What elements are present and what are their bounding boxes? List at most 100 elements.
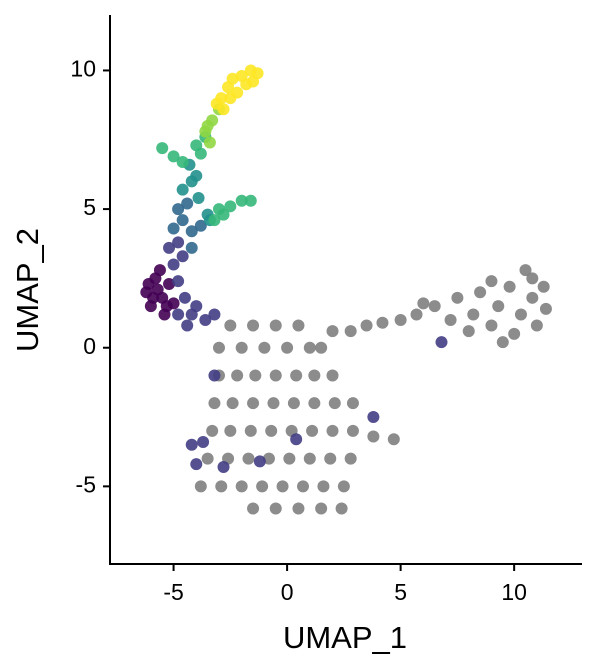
point [262, 452, 275, 465]
point [474, 286, 487, 299]
point [328, 397, 341, 410]
point [303, 452, 316, 465]
point [217, 208, 230, 221]
point [151, 283, 164, 296]
point [267, 397, 280, 410]
point [526, 291, 539, 304]
point [376, 316, 389, 329]
point [176, 183, 189, 196]
point [290, 369, 303, 382]
point [142, 277, 155, 290]
point [172, 236, 185, 249]
point [192, 192, 205, 204]
point [244, 194, 257, 207]
point [444, 314, 457, 326]
point [167, 258, 180, 271]
point [176, 214, 189, 227]
point [199, 314, 212, 326]
point [269, 369, 282, 382]
y-tick-label: 0 [83, 333, 96, 359]
point [212, 341, 225, 354]
point [210, 97, 223, 110]
point [387, 433, 400, 446]
point [190, 169, 203, 182]
point [201, 119, 214, 132]
point [296, 480, 309, 493]
point [530, 319, 543, 332]
point [217, 460, 230, 473]
point [360, 319, 373, 332]
point [344, 325, 357, 338]
point [367, 430, 380, 443]
point [514, 308, 527, 321]
point [287, 397, 300, 410]
point [160, 300, 173, 313]
point [253, 455, 266, 468]
x-tick-label: 10 [501, 579, 527, 605]
point [467, 308, 480, 321]
point [208, 397, 221, 410]
point [242, 452, 255, 465]
point [235, 194, 248, 207]
point [231, 369, 244, 382]
point [235, 341, 248, 354]
point [346, 397, 359, 410]
point [226, 72, 239, 85]
point [539, 302, 552, 315]
point [208, 369, 221, 382]
point [317, 480, 330, 493]
point [226, 397, 239, 410]
y-tick-label: 5 [83, 194, 96, 220]
x-tick-label: 0 [281, 579, 294, 605]
y-axis-title: UMAP_2 [10, 228, 45, 352]
point [462, 325, 475, 338]
point [428, 300, 441, 313]
point [201, 452, 214, 465]
point [526, 272, 539, 285]
point [290, 433, 303, 446]
point [485, 275, 498, 288]
points [140, 64, 552, 515]
x-tick-label: -5 [163, 579, 183, 605]
point [326, 325, 339, 338]
point [306, 424, 319, 437]
point [190, 300, 203, 313]
point [281, 341, 294, 354]
point [203, 136, 216, 149]
point [153, 264, 166, 277]
point [315, 502, 328, 515]
point [194, 219, 207, 232]
point [208, 308, 221, 321]
point [224, 424, 237, 437]
point [256, 480, 269, 493]
point [197, 436, 210, 448]
point [394, 314, 407, 326]
point [163, 241, 176, 254]
point [176, 155, 189, 168]
point [519, 264, 532, 277]
point [335, 502, 348, 515]
point [326, 424, 339, 437]
point [194, 480, 207, 493]
point [492, 300, 505, 313]
point [269, 319, 282, 332]
point [315, 341, 328, 354]
point [508, 327, 521, 340]
point [344, 452, 357, 465]
point [178, 291, 191, 304]
point [292, 502, 305, 515]
point [258, 341, 271, 354]
point [224, 92, 237, 105]
point [324, 452, 337, 465]
point [185, 241, 198, 254]
point [247, 319, 260, 332]
y-tick-label: 10 [70, 56, 96, 82]
point [206, 424, 219, 437]
point [156, 142, 169, 155]
point [244, 424, 257, 437]
point [163, 277, 176, 290]
point [496, 336, 509, 349]
point [269, 502, 282, 515]
